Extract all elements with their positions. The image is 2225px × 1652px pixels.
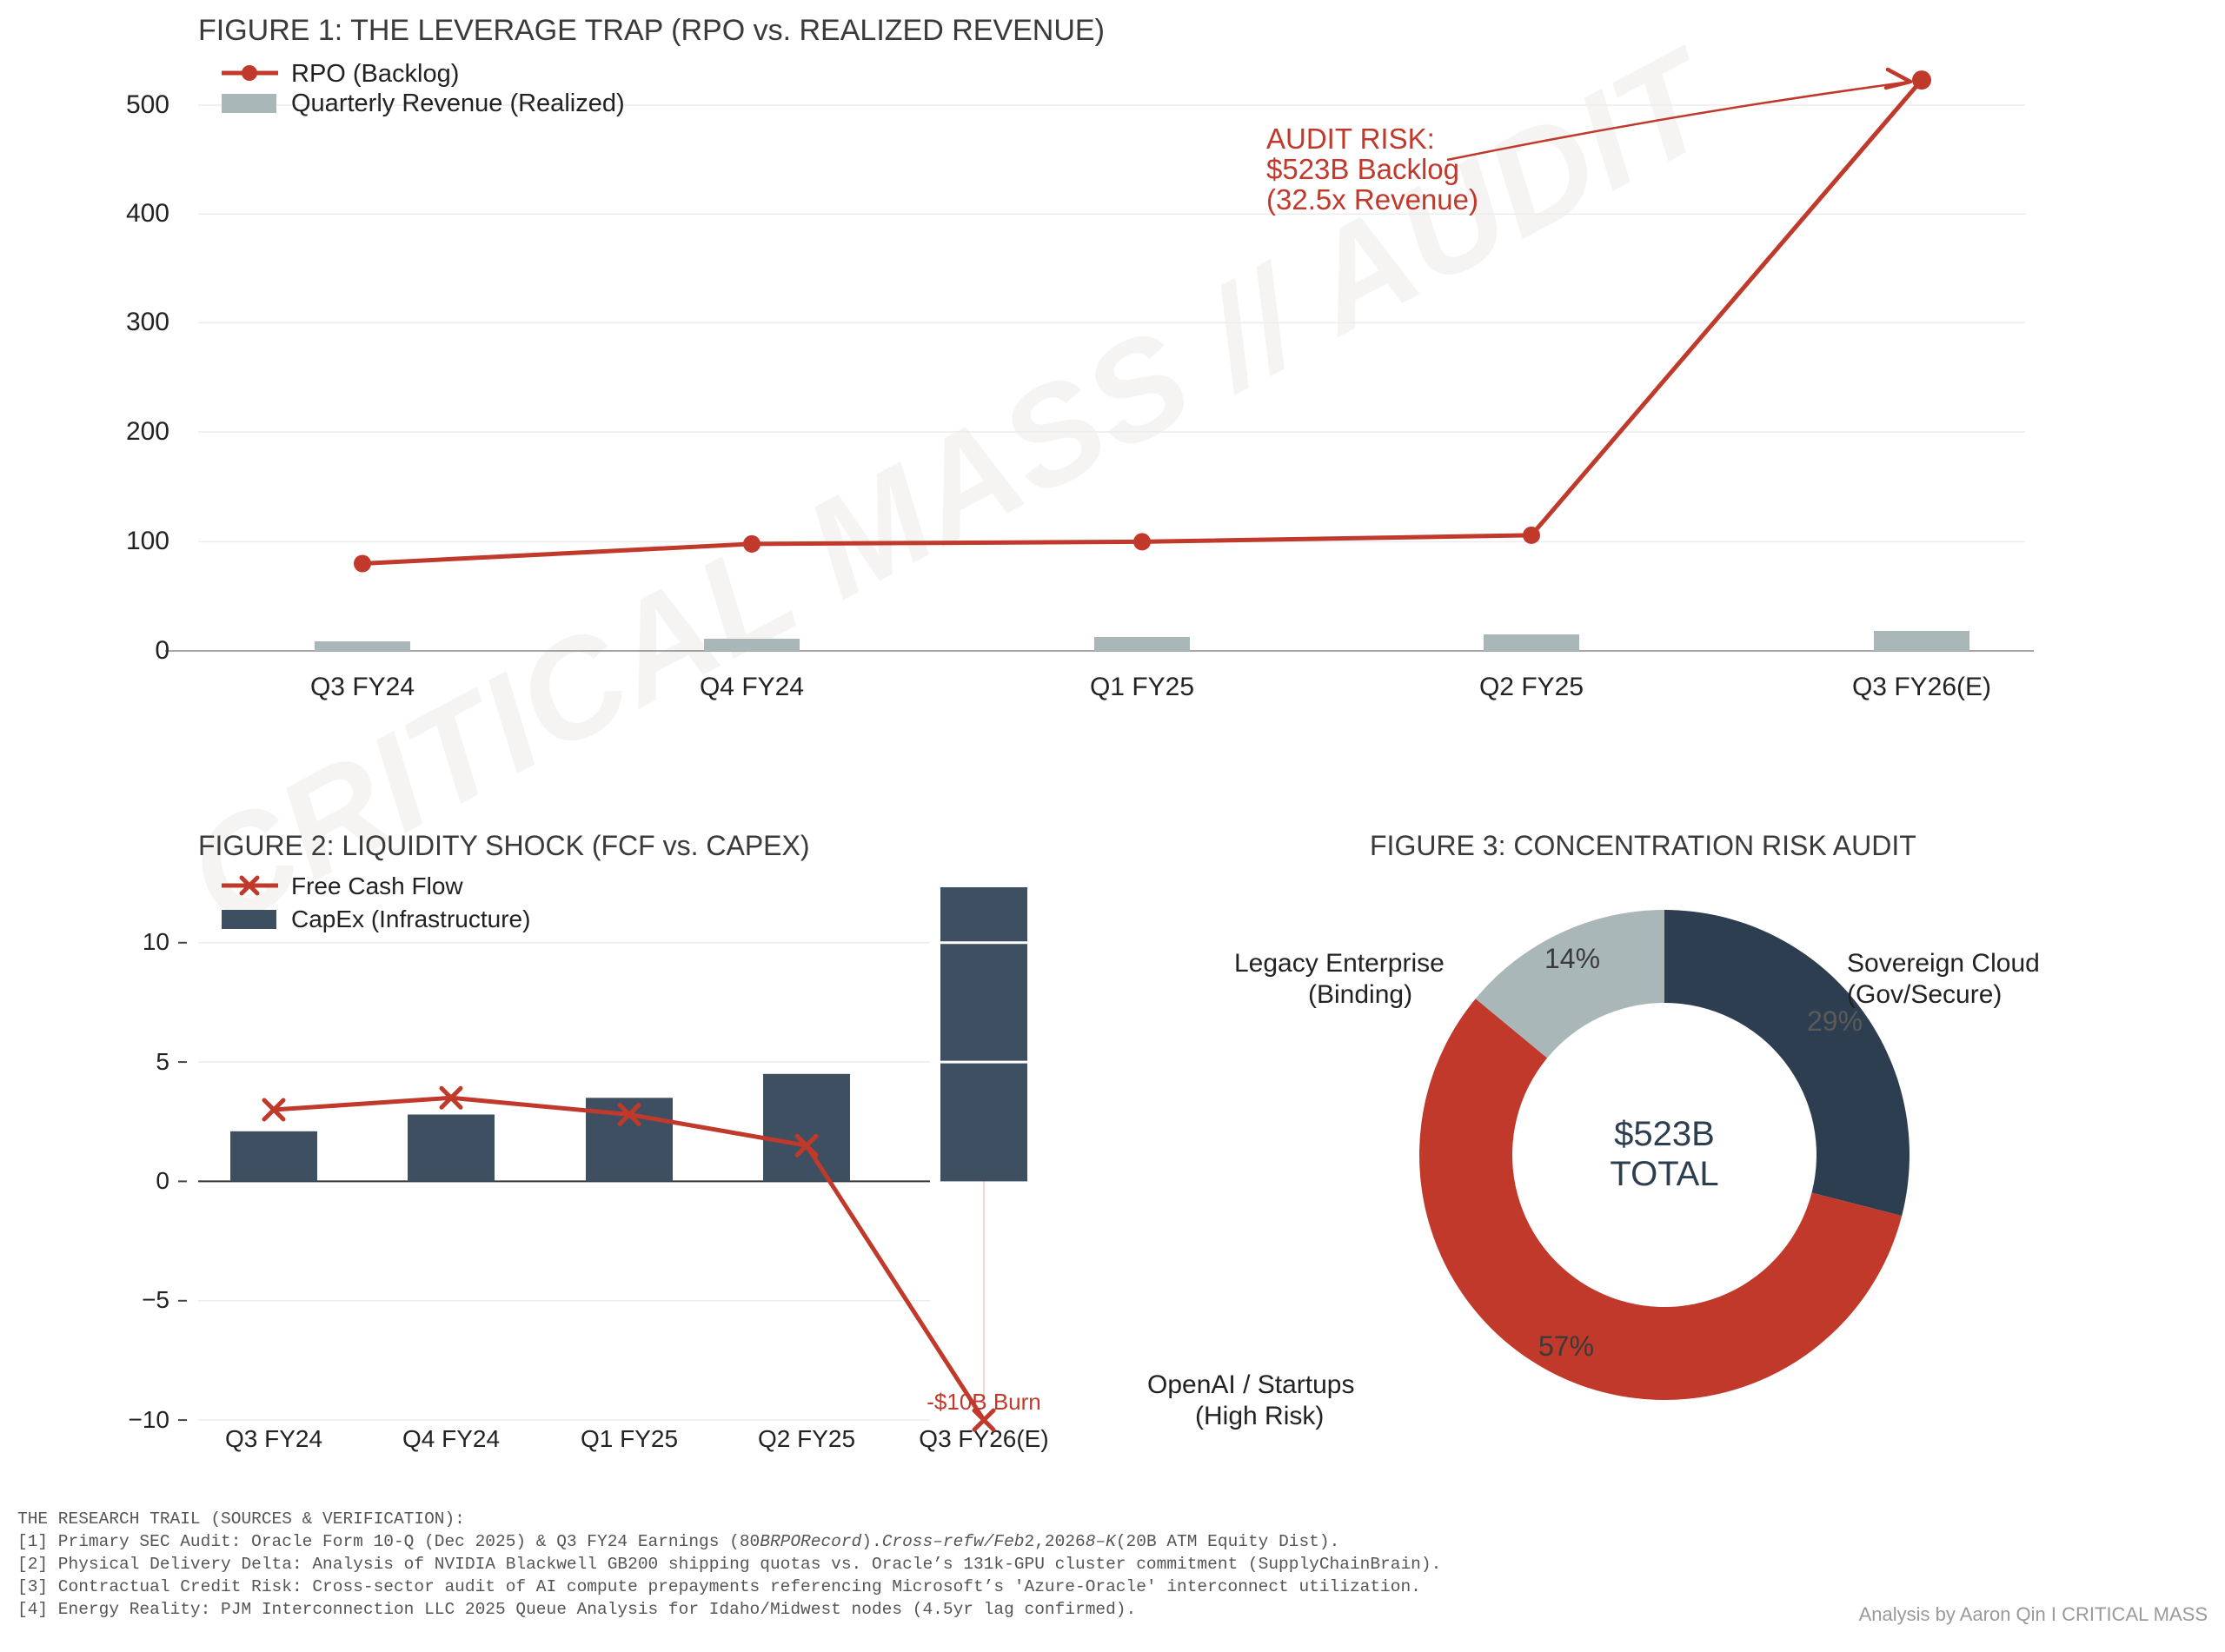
svg-text:14%: 14% <box>1544 943 1600 974</box>
svg-text:(High Risk): (High Risk) <box>1195 1402 1324 1430</box>
svg-text:Q4 FY24: Q4 FY24 <box>700 673 804 701</box>
svg-text:$523B Backlog: $523B Backlog <box>1266 153 1459 185</box>
svg-text:Q1 FY25: Q1 FY25 <box>1090 673 1194 701</box>
svg-text:200: 200 <box>126 417 169 446</box>
svg-text:10: 10 <box>143 928 169 955</box>
svg-text:Quarterly Revenue (Realized): Quarterly Revenue (Realized) <box>291 90 625 117</box>
svg-text:−10: −10 <box>129 1406 170 1433</box>
svg-text:Q3 FY26(E): Q3 FY26(E) <box>919 1425 1048 1452</box>
svg-text:Legacy Enterprise: Legacy Enterprise <box>1234 949 1445 978</box>
svg-text:Q3 FY26(E): Q3 FY26(E) <box>1852 673 1991 701</box>
svg-text:57%: 57% <box>1538 1330 1594 1362</box>
svg-text:400: 400 <box>126 199 169 228</box>
svg-text:Sovereign Cloud: Sovereign Cloud <box>1847 949 2040 978</box>
svg-text:Q2 FY25: Q2 FY25 <box>758 1425 855 1452</box>
svg-text:(32.5x Revenue): (32.5x Revenue) <box>1266 183 1478 216</box>
svg-text:$523B: $523B <box>1614 1115 1715 1153</box>
svg-text:Q3 FY24: Q3 FY24 <box>310 673 415 701</box>
svg-text:TOTAL: TOTAL <box>1610 1155 1718 1193</box>
svg-text:(Gov/Secure): (Gov/Secure) <box>1847 980 2002 1009</box>
svg-text:0: 0 <box>156 1167 169 1194</box>
svg-text:29%: 29% <box>1807 1005 1863 1037</box>
svg-text:5: 5 <box>156 1048 169 1075</box>
svg-text:Q4 FY24: Q4 FY24 <box>402 1425 500 1452</box>
svg-text:Q2 FY25: Q2 FY25 <box>1479 673 1584 701</box>
svg-text:RPO (Backlog): RPO (Backlog) <box>291 60 459 88</box>
svg-text:0: 0 <box>155 636 169 665</box>
svg-text:AUDIT RISK:: AUDIT RISK: <box>1266 123 1435 155</box>
svg-text:100: 100 <box>126 527 169 555</box>
svg-text:Free Cash Flow: Free Cash Flow <box>291 872 463 899</box>
svg-text:500: 500 <box>126 90 169 119</box>
svg-text:300: 300 <box>126 308 169 336</box>
svg-text:Q1 FY25: Q1 FY25 <box>581 1425 678 1452</box>
svg-text:-$10B Burn: -$10B Burn <box>927 1389 1041 1415</box>
svg-text:(Binding): (Binding) <box>1308 980 1412 1009</box>
svg-text:CapEx (Infrastructure): CapEx (Infrastructure) <box>291 906 530 932</box>
svg-text:−5: −5 <box>142 1286 169 1313</box>
svg-text:Q3 FY24: Q3 FY24 <box>225 1425 322 1452</box>
svg-text:OpenAI / Startups: OpenAI / Startups <box>1147 1370 1354 1399</box>
